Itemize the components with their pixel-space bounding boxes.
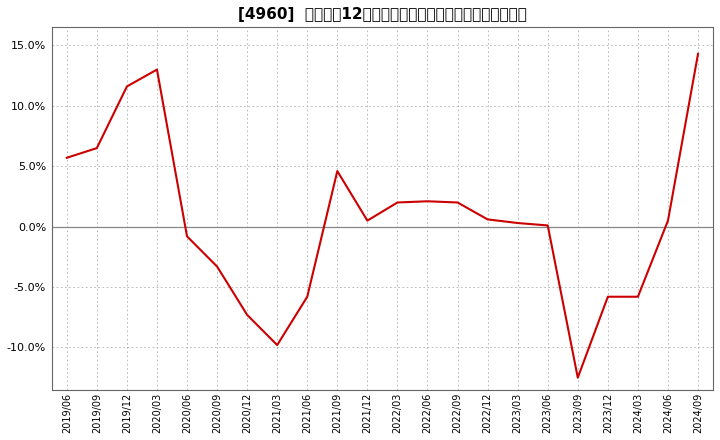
Title: [4960]  売上高の12か月移動合計の対前年同期増減率の推移: [4960] 売上高の12か月移動合計の対前年同期増減率の推移 — [238, 7, 527, 22]
